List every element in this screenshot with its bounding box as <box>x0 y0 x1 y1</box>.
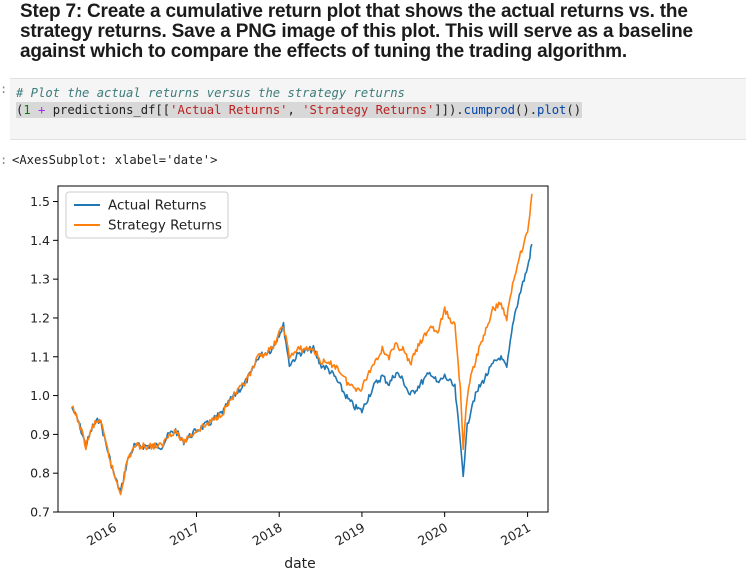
code-token-paren1: (). <box>515 103 538 117</box>
x-tick-label: 2021 <box>498 520 533 549</box>
heading-line-3: against which to compare the effects of … <box>20 41 627 62</box>
heading-line-2: strategy returns. Save a PNG image of th… <box>20 21 693 42</box>
series-layer <box>71 193 533 496</box>
code-token-plus: + <box>30 103 53 117</box>
code-comment: # Plot the actual returns versus the str… <box>16 86 405 100</box>
code-token-col2: 'Strategy Returns' <box>302 103 435 117</box>
legend-label: Strategy Returns <box>108 218 222 234</box>
y-tick-label: 1.0 <box>30 388 50 403</box>
y-tick-label: 1.2 <box>30 310 50 325</box>
code-token-open: ( <box>16 103 24 117</box>
y-tick-label: 1.3 <box>30 272 50 287</box>
y-tick-label: 1.4 <box>30 233 50 248</box>
y-tick-label: 0.8 <box>30 466 50 481</box>
x-tick-label: 2019 <box>332 520 367 549</box>
code-token-number: 1 <box>23 103 31 117</box>
code-token-df: predictions_df[[ <box>52 103 171 117</box>
heading-line-1: Step 7: Create a cumulative return plot … <box>20 1 688 22</box>
code-token-plot: plot <box>537 103 567 117</box>
y-tick-label: 1.5 <box>30 194 50 209</box>
x-tick-label: 2016 <box>84 520 119 549</box>
axes-frame <box>57 185 549 513</box>
y-tick-label: 0.7 <box>30 505 50 520</box>
code-token-cumprod: cumprod <box>463 103 516 117</box>
code-token-paren2: () <box>566 103 582 117</box>
y-tick-label: 0.9 <box>30 427 50 442</box>
series-line-strategy-returns <box>71 193 533 496</box>
code-token-comma: , <box>287 103 303 117</box>
legend-box <box>65 191 229 239</box>
x-axis: 2016 2017 2018 2019 2020 2021 <box>84 512 533 549</box>
output-prompt: : <box>0 153 8 167</box>
code-token-close: ]]). <box>434 103 464 117</box>
output-text: <AxesSubplot: xlabel='date'> <box>12 153 218 167</box>
cumulative-return-plot: 0.7 0.8 0.9 1.0 1.1 1.2 1.3 1.4 1.5 2016 2017 2018… <box>30 185 549 572</box>
legend: Actual Returns Strategy Returns <box>65 191 229 239</box>
step-heading: Step 7: Create a cumulative return plot … <box>20 2 735 62</box>
x-tick-label: 2017 <box>167 520 202 549</box>
x-tick-label: 2020 <box>415 520 450 549</box>
y-tick-label: 1.1 <box>30 349 50 364</box>
y-axis: 0.7 0.8 0.9 1.0 1.1 1.2 1.3 1.4 1.5 <box>30 194 58 520</box>
series-line-actual-returns <box>71 243 533 493</box>
code-cell[interactable]: # Plot the actual returns versus the str… <box>10 78 746 140</box>
code-line: (1 + predictions_df[['Actual Returns', '… <box>16 102 583 118</box>
x-tick-label: 2018 <box>250 520 285 549</box>
code-cell-prompt: : <box>0 82 8 96</box>
code-token-col1: 'Actual Returns' <box>170 103 288 117</box>
legend-label: Actual Returns <box>108 198 206 214</box>
x-axis-label: date <box>284 556 316 572</box>
